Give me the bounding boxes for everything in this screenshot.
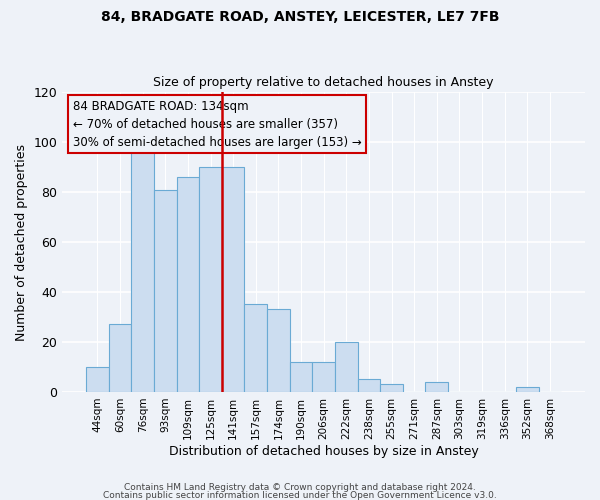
- Bar: [131, 147, 154, 392]
- Bar: [154, 190, 176, 392]
- Text: 84, BRADGATE ROAD, ANSTEY, LEICESTER, LE7 7FB: 84, BRADGATE ROAD, ANSTEY, LEICESTER, LE…: [101, 10, 499, 24]
- Bar: [380, 384, 403, 392]
- Text: Contains public sector information licensed under the Open Government Licence v3: Contains public sector information licen…: [103, 490, 497, 500]
- Title: Size of property relative to detached houses in Anstey: Size of property relative to detached ho…: [154, 76, 494, 90]
- Bar: [199, 167, 222, 392]
- Y-axis label: Number of detached properties: Number of detached properties: [15, 144, 28, 340]
- Bar: [290, 362, 313, 392]
- Text: 84 BRADGATE ROAD: 134sqm
← 70% of detached houses are smaller (357)
30% of semi-: 84 BRADGATE ROAD: 134sqm ← 70% of detach…: [73, 100, 361, 148]
- Bar: [176, 177, 199, 392]
- Text: Contains HM Land Registry data © Crown copyright and database right 2024.: Contains HM Land Registry data © Crown c…: [124, 484, 476, 492]
- Bar: [516, 387, 539, 392]
- Bar: [267, 310, 290, 392]
- Bar: [86, 367, 109, 392]
- Bar: [313, 362, 335, 392]
- Bar: [244, 304, 267, 392]
- Bar: [109, 324, 131, 392]
- Bar: [358, 380, 380, 392]
- Bar: [335, 342, 358, 392]
- Bar: [425, 382, 448, 392]
- Bar: [222, 167, 244, 392]
- X-axis label: Distribution of detached houses by size in Anstey: Distribution of detached houses by size …: [169, 444, 479, 458]
